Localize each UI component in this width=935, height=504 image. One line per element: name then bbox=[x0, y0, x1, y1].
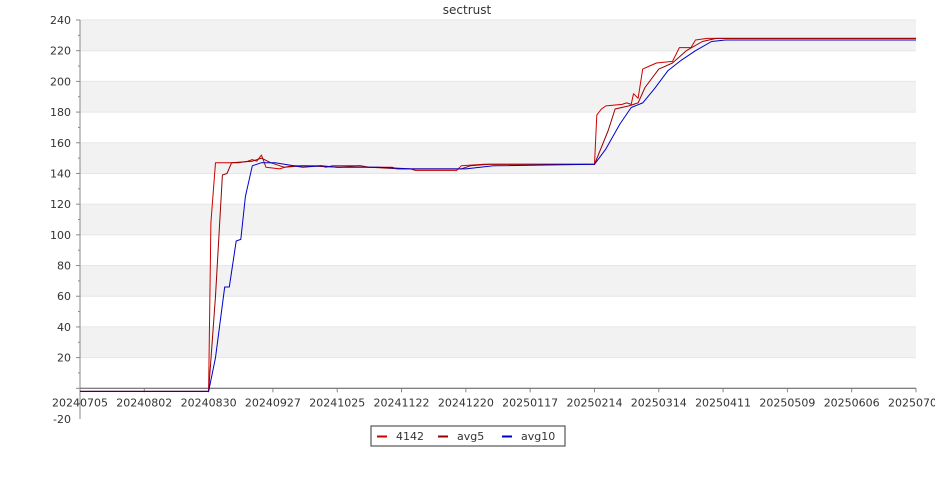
legend: 4142 avg5 avg10 bbox=[370, 425, 566, 447]
x-tick-label: 20241220 bbox=[438, 396, 494, 409]
series-lines bbox=[80, 37, 916, 392]
grid-band bbox=[80, 142, 916, 174]
legend-box bbox=[370, 425, 566, 447]
y-tick-label: 100 bbox=[50, 229, 71, 242]
x-tick-label: 20240705 bbox=[52, 396, 108, 409]
y-axis-ticks: 240 220 200 180 160 140 120 100 80 60 40 20 -20 bbox=[50, 14, 80, 426]
y-tick-label: 80 bbox=[57, 260, 71, 273]
x-tick-label: 20240927 bbox=[245, 396, 301, 409]
x-tick-label: 20241122 bbox=[374, 396, 430, 409]
y-tick-label: 180 bbox=[50, 106, 71, 119]
y-tick-label: 20 bbox=[57, 352, 71, 365]
legend-label: avg5 bbox=[457, 430, 484, 443]
y-tick-label: 140 bbox=[50, 167, 71, 180]
grid-bands bbox=[80, 19, 916, 359]
chart-title: sectrust bbox=[443, 3, 492, 17]
x-tick-label: 20250117 bbox=[502, 396, 558, 409]
x-tick-label: 20240802 bbox=[116, 396, 172, 409]
grid-band bbox=[80, 326, 916, 358]
grid-band bbox=[80, 81, 916, 113]
grid-band bbox=[80, 20, 916, 51]
x-tick-label: 20250606 bbox=[824, 396, 880, 409]
x-axis-ticks: 20240705 20240802 20240830 20240927 20241025… bbox=[52, 388, 935, 409]
y-tick-label: -20 bbox=[53, 413, 71, 426]
y-tick-label: 160 bbox=[50, 137, 71, 150]
y-tick-label: 120 bbox=[50, 198, 71, 211]
x-tick-label: 20240830 bbox=[181, 396, 237, 409]
grid-band bbox=[80, 265, 916, 297]
series-line-avg10 bbox=[80, 39, 916, 392]
x-tick-label: 20250411 bbox=[695, 396, 751, 409]
series-line-4142 bbox=[80, 37, 916, 392]
grid-band bbox=[80, 204, 916, 235]
y-tick-label: 220 bbox=[50, 45, 71, 58]
x-tick-label: 20250214 bbox=[566, 396, 622, 409]
x-tick-label: 20250509 bbox=[759, 396, 815, 409]
y-tick-label: 60 bbox=[57, 290, 71, 303]
y-tick-label: 200 bbox=[50, 75, 71, 88]
legend-label: avg10 bbox=[521, 430, 555, 443]
x-tick-label: 20241025 bbox=[309, 396, 365, 409]
x-tick-label: 20250314 bbox=[631, 396, 687, 409]
y-tick-label: 240 bbox=[50, 14, 71, 27]
legend-label: 4142 bbox=[396, 430, 424, 443]
y-tick-label: 40 bbox=[57, 321, 71, 334]
